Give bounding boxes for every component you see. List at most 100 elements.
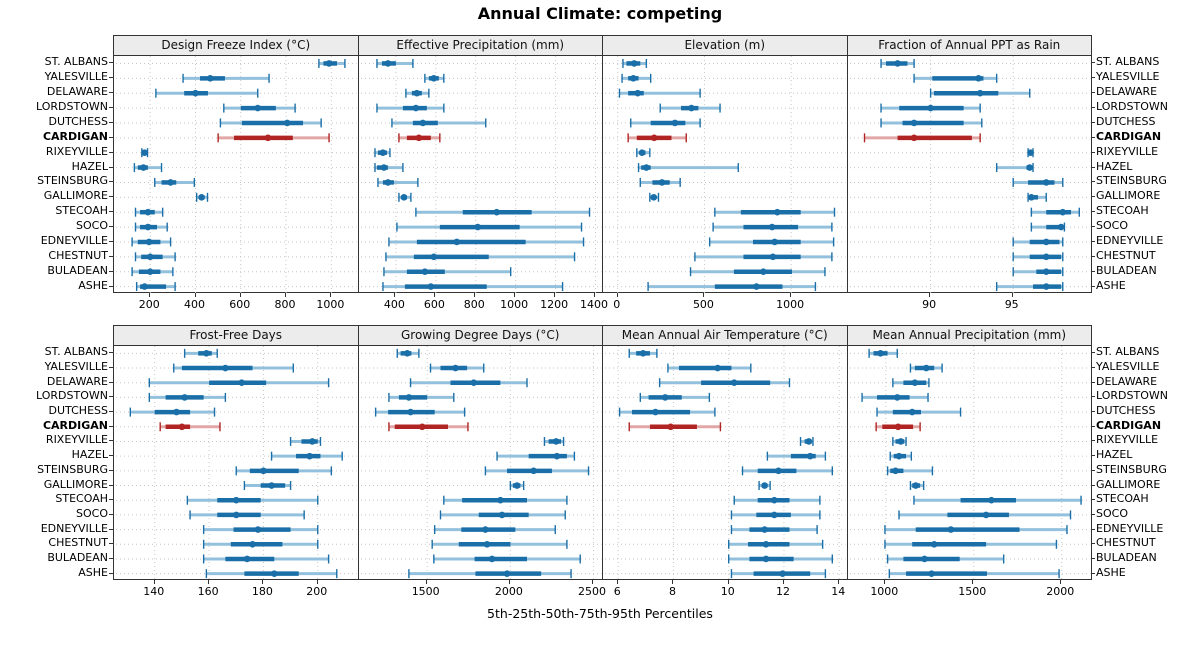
median-dot xyxy=(1058,208,1066,216)
percentile-interval xyxy=(728,554,834,564)
y-tick-mark xyxy=(109,196,113,198)
percentile-interval xyxy=(131,237,172,247)
percentile-interval xyxy=(912,73,997,83)
y-tick-mark xyxy=(109,166,113,168)
x-tick-mark xyxy=(972,580,974,584)
y-tick-mark xyxy=(109,270,113,272)
x-tick-label: 400 xyxy=(383,298,405,311)
percentile-interval xyxy=(202,539,319,549)
x-tick-mark xyxy=(394,293,396,297)
median-dot xyxy=(403,350,411,357)
percentile-interval xyxy=(423,73,445,83)
x-tick-label: 800 xyxy=(463,298,485,311)
median-dot xyxy=(415,134,422,142)
panel-plot-area xyxy=(605,346,846,581)
x-tick-label: 12 xyxy=(775,585,790,598)
median-dot xyxy=(926,104,934,112)
y-tick-mark xyxy=(109,226,113,228)
site-label-right: LORDSTOWN xyxy=(1096,100,1168,114)
median-dot xyxy=(630,60,638,67)
median-dot xyxy=(413,89,420,97)
y-tick-mark xyxy=(109,136,113,138)
median-dot xyxy=(488,555,495,563)
percentile-interval xyxy=(183,348,218,358)
percentile-interval xyxy=(395,222,582,232)
y-tick-mark xyxy=(109,381,113,383)
median-dot xyxy=(768,223,776,231)
median-dot xyxy=(770,496,778,504)
percentile-interval xyxy=(155,88,259,98)
median-dot xyxy=(178,423,186,431)
median-dot xyxy=(630,75,637,82)
panel-plot-area xyxy=(360,346,601,581)
percentile-interval xyxy=(909,363,943,373)
median-dot xyxy=(910,134,917,142)
x-tick-label: 600 xyxy=(423,298,445,311)
percentile-interval xyxy=(409,378,528,388)
site-label-right: DELAWARE xyxy=(1096,85,1158,99)
panel-strip-title: Elevation (m) xyxy=(603,36,847,56)
site-label-left: DUTCHESS xyxy=(48,114,108,128)
percentile-interval xyxy=(879,58,915,68)
x-tick-label: 6 xyxy=(613,585,621,598)
x-tick-mark xyxy=(285,293,287,297)
median-dot xyxy=(254,526,262,533)
site-label-right: LORDSTOWN xyxy=(1096,389,1168,403)
site-label-left: CHESTNUT xyxy=(48,248,108,262)
panel-strip-title: Frost-Free Days xyxy=(114,326,358,346)
x-tick-mark xyxy=(153,580,155,584)
x-axis-label: 5th-25th-50th-75th-95th Percentiles xyxy=(487,606,713,621)
median-dot xyxy=(141,149,148,156)
percentile-interval xyxy=(909,481,924,491)
y-tick-mark xyxy=(1091,196,1095,198)
percentile-interval xyxy=(649,192,660,202)
site-label-right: CHESTNUT xyxy=(1096,536,1156,550)
panel-strip-title: Mean Annual Precipitation (mm) xyxy=(847,326,1091,346)
site-label-left: EDNEYVILLE xyxy=(40,233,108,247)
site-label-left: YALESVILLE xyxy=(44,360,108,374)
percentile-interval xyxy=(373,148,391,158)
median-dot xyxy=(254,104,262,112)
y-tick-mark xyxy=(109,557,113,559)
percentile-interval xyxy=(159,422,221,432)
median-dot xyxy=(222,364,229,372)
y-tick-mark xyxy=(1091,484,1095,486)
median-dot xyxy=(639,350,647,357)
site-label-right: STECOAH xyxy=(1096,492,1149,506)
y-tick-mark xyxy=(1091,425,1095,427)
median-dot xyxy=(192,89,199,97)
percentile-interval xyxy=(202,554,330,564)
median-dot xyxy=(1026,149,1034,156)
median-dot xyxy=(405,394,412,401)
percentile-interval xyxy=(205,569,338,579)
percentile-interval xyxy=(694,252,833,262)
percentile-interval xyxy=(182,73,270,83)
x-tick-label: 1000 xyxy=(316,298,345,311)
y-tick-mark xyxy=(109,352,113,354)
x-tick-label: 1200 xyxy=(540,298,569,311)
site-label-left: DELAWARE xyxy=(46,374,108,388)
median-dot xyxy=(1042,238,1050,246)
median-dot xyxy=(1042,283,1050,290)
median-dot xyxy=(976,89,983,97)
y-tick-mark xyxy=(1091,381,1095,383)
percentile-interval xyxy=(886,554,1004,564)
median-dot xyxy=(453,238,460,246)
percentile-interval xyxy=(384,252,575,262)
site-label-right: DUTCHESS xyxy=(1096,114,1156,128)
x-tick-mark xyxy=(262,580,264,584)
percentile-interval xyxy=(741,466,834,476)
x-tick-mark xyxy=(239,293,241,297)
y-tick-mark xyxy=(109,92,113,94)
median-dot xyxy=(469,379,477,387)
site-label-left: HAZEL xyxy=(71,448,108,462)
median-dot xyxy=(643,164,650,171)
x-tick-mark xyxy=(514,293,516,297)
percentile-interval xyxy=(148,392,227,402)
site-label-right: EDNEYVILLE xyxy=(1096,233,1164,247)
median-dot xyxy=(805,438,813,445)
percentile-interval xyxy=(135,282,176,292)
median-dot xyxy=(552,438,559,445)
x-tick-label: 800 xyxy=(274,298,296,311)
percentile-interval xyxy=(860,392,929,402)
